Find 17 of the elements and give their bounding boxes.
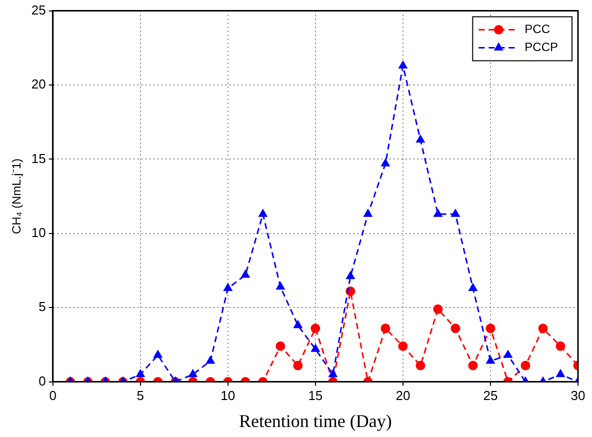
y-tick-label: 0 [38,373,46,388]
x-tick-label: 15 [308,388,323,404]
y-tick-label: 10 [31,224,46,240]
x-tick-label: 0 [49,388,56,404]
y-tick-label: 25 [31,2,46,18]
x-tick-label: 20 [396,388,410,404]
x-tick-label: 10 [220,388,236,404]
legend-label: PCC [524,22,550,36]
x-tick-label: 25 [483,388,498,404]
x-tick-label: 5 [136,388,144,404]
x-axis-title: Retention time (Day) [238,410,392,431]
y-tick-label: 5 [38,299,46,314]
x-tick-label: 30 [570,388,586,404]
y-tick-label: 15 [31,150,46,166]
legend-label: PCCP [524,40,558,54]
y-axis-title: CH₄ (NmL.j⁻1) [10,158,24,234]
y-tick-label: 20 [31,76,46,92]
